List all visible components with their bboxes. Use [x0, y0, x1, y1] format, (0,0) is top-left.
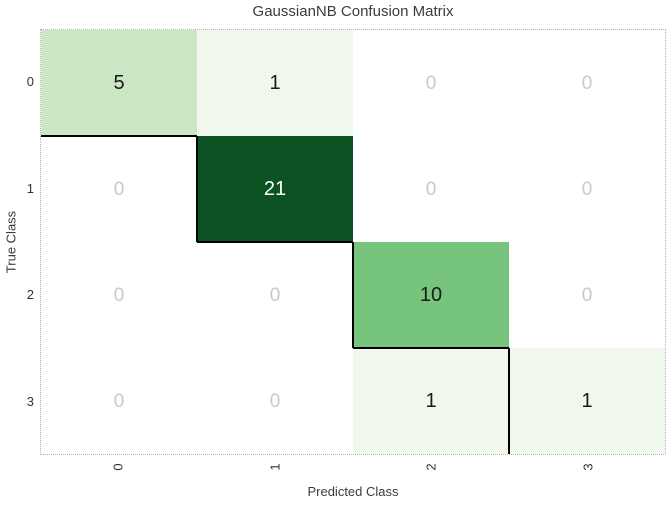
y-tick-label-2: 2 [26, 287, 34, 303]
chart-title: GaussianNB Confusion Matrix [252, 3, 454, 20]
matrix-cell-0-0: 5 [41, 30, 197, 136]
diagonal-staircase-hline [197, 241, 353, 243]
cell-value: 0 [581, 178, 593, 200]
matrix-cell-2-2: 10 [353, 242, 509, 348]
cell-value: 0 [269, 284, 281, 306]
cell-value: 1 [425, 390, 437, 412]
y-axis-label: True Class [3, 210, 19, 274]
y-tick-label-0: 0 [26, 74, 34, 90]
cell-value: 0 [269, 390, 281, 412]
x-tick-label-2: 2 [423, 463, 439, 471]
cell-value: 10 [419, 284, 443, 306]
cell-value: 1 [269, 72, 281, 94]
matrix-cell-3-0: 0 [41, 348, 197, 454]
plot-area: 5 1 0 0 0 21 0 0 0 0 10 0 0 0 1 1 [40, 29, 666, 455]
cell-value: 0 [581, 72, 593, 94]
cell-value: 0 [113, 390, 125, 412]
cell-value: 0 [113, 284, 125, 306]
diagonal-staircase-vline [352, 242, 354, 348]
diagonal-staircase-vline [196, 136, 198, 242]
diagonal-staircase-vline [508, 348, 510, 454]
matrix-cell-1-2: 0 [353, 136, 509, 242]
y-tick-label-3: 3 [26, 393, 34, 409]
x-tick-label-1: 1 [267, 463, 283, 471]
matrix-cell-0-1: 1 [197, 30, 353, 136]
cell-value: 0 [581, 284, 593, 306]
y-tick-label-1: 1 [26, 180, 34, 196]
matrix-cell-1-0: 0 [41, 136, 197, 242]
matrix-cell-2-1: 0 [197, 242, 353, 348]
cell-value: 5 [113, 72, 125, 94]
matrix-cell-0-3: 0 [509, 30, 665, 136]
x-axis-label: Predicted Class [307, 484, 399, 499]
matrix-cell-3-1: 0 [197, 348, 353, 454]
diagonal-staircase-hline [353, 347, 509, 349]
matrix-cell-1-1: 21 [197, 136, 353, 242]
matrix-cell-3-2: 1 [353, 348, 509, 454]
cell-value: 0 [113, 178, 125, 200]
cell-value: 0 [425, 178, 437, 200]
x-tick-label-3: 3 [580, 463, 596, 471]
diagonal-staircase-hline [41, 135, 197, 137]
matrix-cell-3-3: 1 [509, 348, 665, 454]
matrix-cell-2-3: 0 [509, 242, 665, 348]
matrix-cell-0-2: 0 [353, 30, 509, 136]
cell-value: 1 [581, 390, 593, 412]
matrix-cell-2-0: 0 [41, 242, 197, 348]
x-tick-label-0: 0 [110, 463, 126, 471]
matrix-cell-1-3: 0 [509, 136, 665, 242]
cell-value: 0 [425, 72, 437, 94]
cell-value: 21 [263, 178, 287, 200]
